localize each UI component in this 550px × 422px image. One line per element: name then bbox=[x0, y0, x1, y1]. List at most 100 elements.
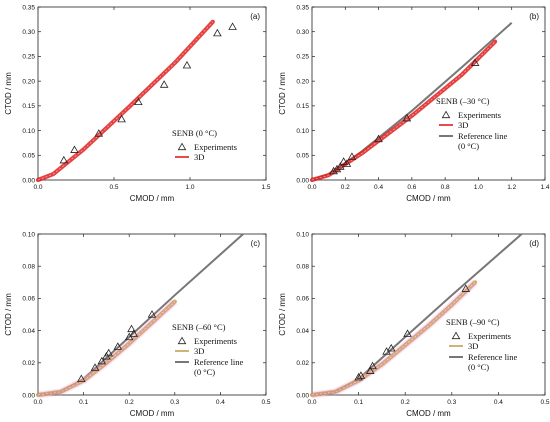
fem-3d-band-halo bbox=[311, 279, 478, 399]
experiment-point bbox=[117, 114, 126, 123]
y-tick: 0.02 bbox=[296, 360, 545, 367]
x-tick-label: 0.1 bbox=[79, 399, 88, 406]
y-tick: 0.10 bbox=[22, 231, 266, 238]
x-tick-label: 0.6 bbox=[407, 184, 416, 191]
y-tick-label: 0.00 bbox=[22, 392, 35, 399]
experiment-point bbox=[104, 348, 113, 357]
legend-entry-3d: 3D bbox=[468, 341, 478, 351]
y-tick: 0.10 bbox=[22, 128, 266, 135]
x-tick: 0.5 bbox=[540, 234, 550, 406]
experiment-point bbox=[402, 113, 412, 122]
legend-triangle-symbol bbox=[177, 142, 187, 151]
experiment-point bbox=[336, 162, 345, 170]
y-tick-label: 0.00 bbox=[296, 177, 309, 184]
panel-label: (c) bbox=[251, 239, 261, 248]
experiment-point bbox=[386, 343, 396, 352]
legend-entry-reference-note: (0 °C) bbox=[194, 367, 215, 377]
y-tick: 0.06 bbox=[296, 296, 545, 303]
fem-3d-band-core bbox=[37, 301, 176, 396]
experiment-point bbox=[356, 371, 366, 379]
legend-entry-reference: Reference line bbox=[468, 352, 518, 362]
legend-entry-3d: 3D bbox=[194, 152, 204, 162]
legend-entry-3d: 3D bbox=[458, 120, 468, 130]
experiment-point bbox=[228, 22, 237, 30]
y-axis-title: CTOD / mm bbox=[278, 72, 287, 115]
y-tick-label: 0.35 bbox=[296, 4, 309, 11]
x-tick-label: 0.0 bbox=[33, 184, 42, 191]
y-tick-label: 0.35 bbox=[22, 4, 35, 11]
fem-3d-band bbox=[309, 280, 478, 398]
experiment-point bbox=[332, 164, 342, 173]
experiment-point bbox=[77, 374, 86, 383]
y-tick-label: 0.00 bbox=[22, 177, 35, 184]
y-tick-label: 0.06 bbox=[296, 296, 309, 303]
x-tick-label: 0.4 bbox=[216, 399, 225, 406]
y-tick-label: 0.25 bbox=[22, 54, 35, 61]
y-tick-label: 0.02 bbox=[22, 360, 35, 367]
x-tick: 0.5 bbox=[261, 234, 271, 406]
y-tick: 0.08 bbox=[22, 264, 266, 271]
x-axis-title: CMOD / mm bbox=[130, 409, 175, 418]
x-tick: 0.3 bbox=[170, 234, 180, 406]
x-tick: 0.8 bbox=[441, 7, 450, 191]
legend-entry-reference-note: (0 °C) bbox=[458, 141, 479, 151]
legend-entry-experiments: Experiments bbox=[194, 336, 237, 346]
experiment-point bbox=[213, 28, 222, 37]
y-tick-label: 0.10 bbox=[22, 128, 35, 135]
y-tick-label: 0.30 bbox=[22, 29, 35, 36]
panel-label: (d) bbox=[529, 239, 539, 248]
fem-3d-band-core bbox=[311, 41, 496, 181]
y-tick-label: 0.20 bbox=[296, 78, 309, 85]
legend-entry-3d: 3D bbox=[194, 346, 204, 356]
y-tick-label: 0.05 bbox=[22, 153, 35, 160]
y-tick-label: 0.00 bbox=[296, 392, 309, 399]
x-tick: 1.5 bbox=[261, 7, 271, 191]
plot-frame bbox=[37, 6, 267, 181]
x-tick-label: 0.3 bbox=[170, 399, 179, 406]
y-tick: 0.15 bbox=[22, 103, 266, 110]
x-tick: 1.0 bbox=[474, 7, 483, 191]
y-axis-title: CTOD / mm bbox=[4, 293, 13, 336]
x-tick-label: 0.2 bbox=[401, 399, 410, 406]
legend-triangle-symbol bbox=[441, 110, 451, 119]
y-tick-label: 0.08 bbox=[22, 264, 35, 271]
x-tick: 0.1 bbox=[79, 234, 88, 406]
plot-frame bbox=[311, 6, 546, 181]
x-tick-label: 1.4 bbox=[540, 184, 549, 191]
plot-frame bbox=[37, 233, 267, 396]
panel-b: 0.0 0.2 0.4 0.6 0.8 1.0 1.2 1.4 0.00 0.05 0.10 0.15… bbox=[278, 4, 550, 203]
experiment-point bbox=[159, 80, 169, 88]
x-tick-label: 0.5 bbox=[261, 399, 270, 406]
fem-3d-band-core bbox=[37, 21, 214, 181]
experiment-point bbox=[342, 159, 352, 167]
experiment-point bbox=[97, 356, 107, 365]
x-tick-label: 0.5 bbox=[109, 184, 118, 191]
x-tick-label: 0.2 bbox=[341, 184, 350, 191]
y-tick-label: 0.06 bbox=[22, 296, 35, 303]
y-axis-title: CTOD / mm bbox=[4, 72, 13, 115]
y-tick-label: 0.30 bbox=[296, 29, 309, 36]
experiment-point bbox=[113, 342, 123, 350]
experiment-point bbox=[470, 58, 480, 66]
experiment-point bbox=[147, 310, 157, 318]
x-tick: 0.6 bbox=[407, 7, 417, 191]
x-tick: 1.4 bbox=[540, 7, 550, 191]
y-tick-label: 0.25 bbox=[296, 54, 309, 61]
x-tick-label: 0.4 bbox=[494, 399, 503, 406]
y-tick: 0.10 bbox=[296, 128, 545, 135]
reference-line bbox=[311, 233, 523, 396]
x-tick-label: 0.3 bbox=[447, 399, 456, 406]
legend-entry-reference-note: (0 °C) bbox=[468, 362, 489, 372]
experiment-point bbox=[129, 329, 139, 337]
x-tick-label: 0.0 bbox=[307, 184, 316, 191]
legend-entry-experiments: Experiments bbox=[468, 331, 511, 341]
experiment-point bbox=[354, 372, 363, 381]
legend-entry-reference: Reference line bbox=[194, 357, 244, 367]
x-tick: 0.3 bbox=[447, 234, 457, 406]
legend-entry-experiments: Experiments bbox=[194, 142, 237, 152]
x-tick-label: 1.0 bbox=[185, 184, 194, 191]
x-tick: 0.4 bbox=[374, 7, 383, 191]
x-tick: 1.2 bbox=[507, 7, 517, 191]
experiment-point bbox=[403, 329, 412, 337]
legend-title: SENB (–90 °C) bbox=[446, 317, 500, 327]
